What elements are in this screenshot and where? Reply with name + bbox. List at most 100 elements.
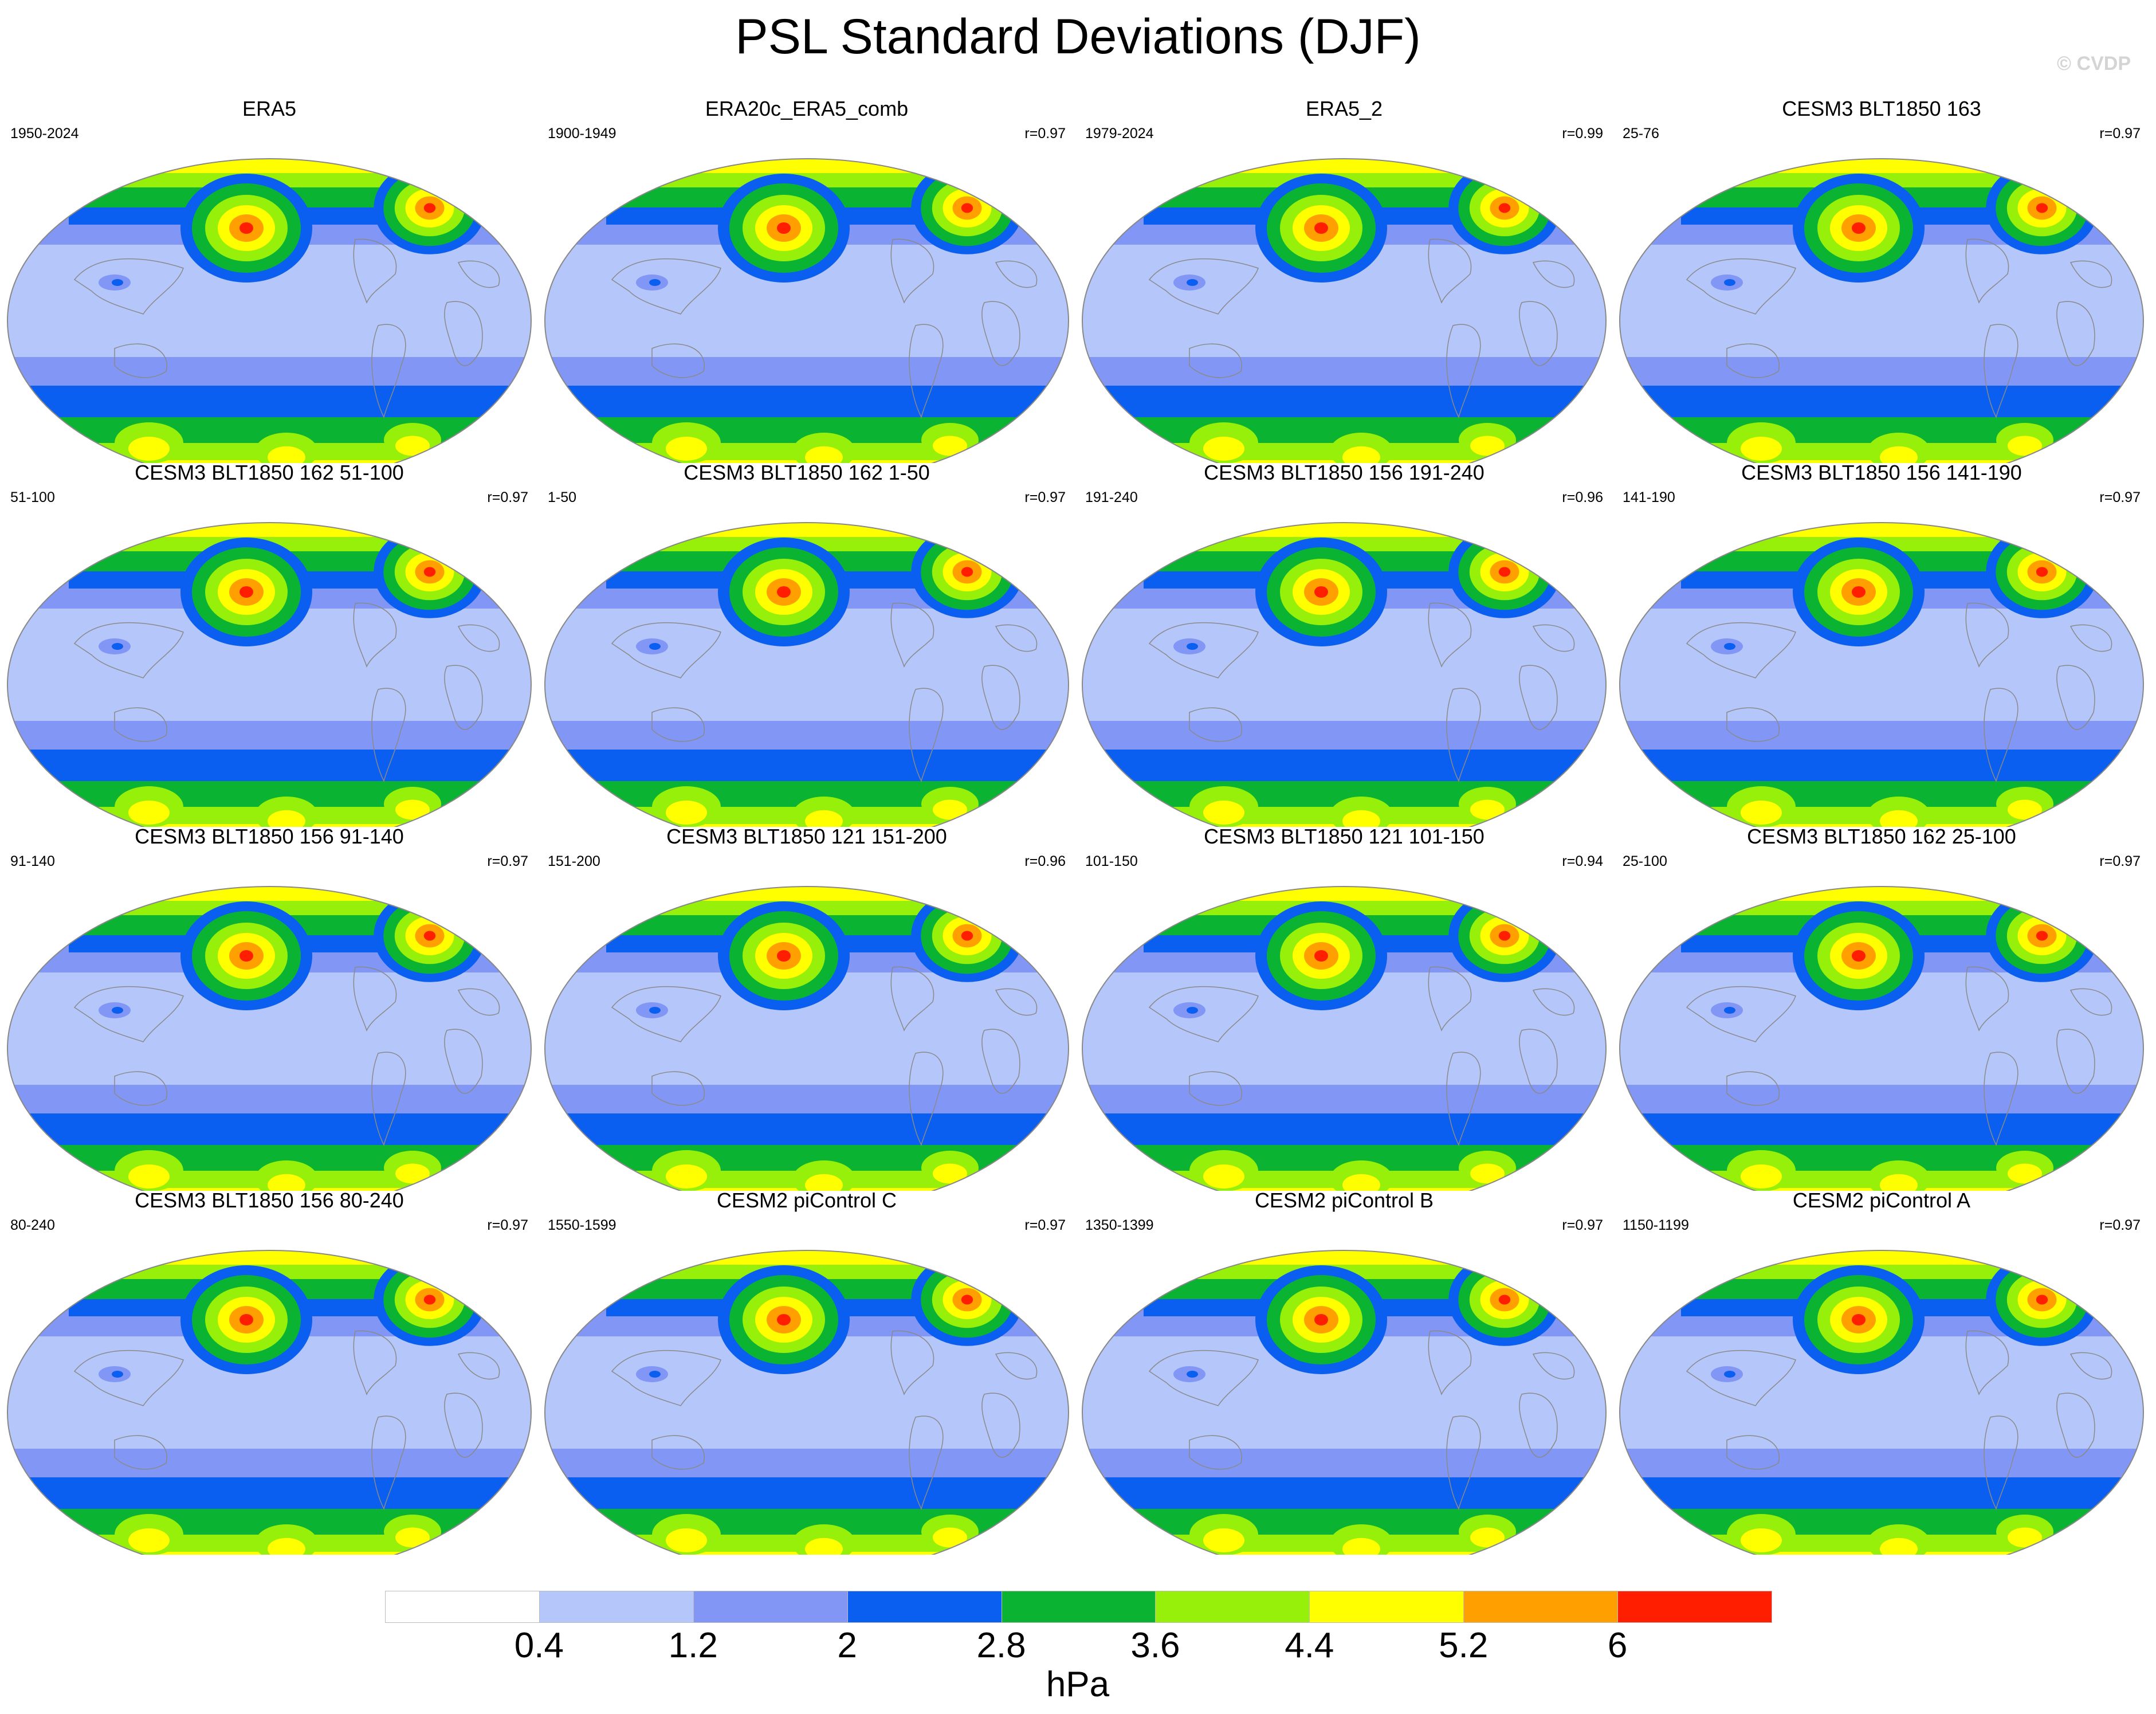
map-panel: ERA5_2 1979-2024 r=0.99 xyxy=(1075,96,1613,463)
colorbar-bin xyxy=(385,1591,540,1623)
psl-std-map xyxy=(1082,158,1607,463)
map-panel: CESM3 BLT1850 156 141-190 141-190 r=0.97 xyxy=(1612,460,2151,827)
panel-year-range: 101-150 xyxy=(1085,853,1138,869)
panel-year-range: 1150-1199 xyxy=(1623,1217,1689,1233)
colorbar-units: hPa xyxy=(1046,1665,1110,1704)
psl-std-map xyxy=(7,886,532,1191)
colorbar-tick-label: 4.4 xyxy=(1285,1626,1334,1665)
panel-title: CESM3 BLT1850 156 191-240 xyxy=(1204,461,1485,484)
contour-field xyxy=(1082,1250,1606,1555)
map-panel: ERA20c_ERA5_comb 1900-1949 r=0.97 xyxy=(537,96,1076,463)
panel-year-range: 151-200 xyxy=(548,853,600,869)
colorbar-tick-label: 2 xyxy=(837,1626,857,1665)
panel-pattern-correlation: r=0.97 xyxy=(1024,125,1066,142)
colorbar xyxy=(385,1591,1772,1623)
panel-title: CESM3 BLT1850 163 xyxy=(1782,97,1981,120)
psl-std-map xyxy=(1082,886,1607,1191)
panel-title: CESM3 BLT1850 156 141-190 xyxy=(1741,461,2022,484)
panel-pattern-correlation: r=0.97 xyxy=(1024,489,1066,505)
contour-field xyxy=(545,887,1069,1191)
panel-year-range: 1-50 xyxy=(548,489,577,505)
psl-std-map xyxy=(7,522,532,827)
panel-pattern-correlation: r=0.97 xyxy=(2099,489,2141,505)
panel-pattern-correlation: r=0.94 xyxy=(1562,853,1603,869)
panel-year-range: 91-140 xyxy=(10,853,55,869)
panel-title: CESM3 BLT1850 156 80-240 xyxy=(135,1189,404,1212)
psl-std-map xyxy=(1082,522,1607,827)
map-panel: CESM3 BLT1850 162 1-50 1-50 r=0.97 xyxy=(537,460,1076,827)
psl-std-map xyxy=(544,886,1069,1191)
panel-pattern-correlation: r=0.96 xyxy=(1024,853,1066,869)
contour-field xyxy=(1620,1250,2143,1555)
psl-std-map xyxy=(1619,1250,2144,1555)
contour-field xyxy=(7,1250,531,1555)
colorbar-tick-label: 5.2 xyxy=(1439,1626,1489,1665)
panel-year-range: 1550-1599 xyxy=(548,1217,616,1233)
contour-field xyxy=(1082,523,1606,827)
panel-year-range: 1350-1399 xyxy=(1085,1217,1154,1233)
panel-year-range: 80-240 xyxy=(10,1217,55,1233)
panel-title: ERA5_2 xyxy=(1305,97,1383,120)
map-panel: ERA5 1950-2024 xyxy=(0,96,539,463)
panel-pattern-correlation: r=0.97 xyxy=(487,853,528,869)
contour-field xyxy=(545,1250,1069,1555)
map-panel: CESM2 piControl B 1350-1399 r=0.97 xyxy=(1075,1188,1613,1555)
colorbar-tick-label: 1.2 xyxy=(668,1626,718,1665)
panel-year-range: 141-190 xyxy=(1623,489,1675,505)
panel-pattern-correlation: r=0.99 xyxy=(1562,125,1603,142)
contour-field xyxy=(7,887,531,1191)
panel-title: ERA20c_ERA5_comb xyxy=(705,97,909,120)
contour-field xyxy=(1082,159,1606,463)
map-panel: CESM3 BLT1850 162 25-100 25-100 r=0.97 xyxy=(1612,824,2151,1191)
contour-field xyxy=(7,523,531,827)
panel-title: CESM3 BLT1850 156 91-140 xyxy=(135,825,404,848)
psl-std-map xyxy=(1082,1250,1607,1555)
psl-std-map xyxy=(544,158,1069,463)
colorbar-bin xyxy=(1309,1591,1464,1623)
panel-title: CESM3 BLT1850 162 25-100 xyxy=(1747,825,2016,848)
contour-field xyxy=(545,523,1069,827)
cvdp-watermark: © CVDP xyxy=(2057,53,2131,74)
contour-field xyxy=(1620,887,2143,1191)
psl-std-map xyxy=(7,1250,532,1555)
colorbar-bin xyxy=(539,1591,694,1623)
map-panel: CESM3 BLT1850 121 101-150 101-150 r=0.94 xyxy=(1075,824,1613,1191)
psl-std-map xyxy=(544,522,1069,827)
map-panel: CESM3 BLT1850 121 151-200 151-200 r=0.96 xyxy=(537,824,1076,1191)
map-panel: CESM3 BLT1850 163 25-76 r=0.97 xyxy=(1612,96,2151,463)
panel-title: ERA5 xyxy=(242,97,297,120)
colorbar-bin xyxy=(1463,1591,1619,1623)
map-panel: CESM2 piControl A 1150-1199 r=0.97 xyxy=(1612,1188,2151,1555)
colorbar-bin xyxy=(1155,1591,1310,1623)
contour-field xyxy=(545,159,1069,463)
panel-title: CESM2 piControl A xyxy=(1792,1189,1971,1212)
panel-title: CESM3 BLT1850 162 51-100 xyxy=(135,461,404,484)
panel-pattern-correlation: r=0.96 xyxy=(1562,489,1603,505)
panel-pattern-correlation: r=0.97 xyxy=(2099,1217,2141,1233)
colorbar-tick-label: 3.6 xyxy=(1130,1626,1180,1665)
psl-std-map xyxy=(1619,886,2144,1191)
colorbar-tick-label: 2.8 xyxy=(976,1626,1026,1665)
colorbar-tick-label: 0.4 xyxy=(514,1626,564,1665)
psl-std-map xyxy=(7,158,532,463)
contour-field xyxy=(1620,159,2143,463)
colorbar-bin xyxy=(1617,1591,1772,1623)
psl-std-map xyxy=(1619,158,2144,463)
panel-year-range: 1950-2024 xyxy=(10,125,79,142)
panel-title: CESM3 BLT1850 162 1-50 xyxy=(684,461,930,484)
map-panel: CESM3 BLT1850 156 80-240 80-240 r=0.97 xyxy=(0,1188,539,1555)
psl-std-map xyxy=(544,1250,1069,1555)
panel-pattern-correlation: r=0.97 xyxy=(1562,1217,1603,1233)
panel-year-range: 25-100 xyxy=(1623,853,1667,869)
panel-year-range: 1979-2024 xyxy=(1085,125,1154,142)
map-panel: CESM3 BLT1850 156 91-140 91-140 r=0.97 xyxy=(0,824,539,1191)
panel-title: CESM2 piControl C xyxy=(716,1189,897,1212)
panel-title: CESM3 BLT1850 121 151-200 xyxy=(666,825,947,848)
panel-pattern-correlation: r=0.97 xyxy=(1024,1217,1066,1233)
map-panel: CESM3 BLT1850 162 51-100 51-100 r=0.97 xyxy=(0,460,539,827)
colorbar-bin xyxy=(1001,1591,1156,1623)
panel-year-range: 25-76 xyxy=(1623,125,1659,142)
map-panel: CESM2 piControl C 1550-1599 r=0.97 xyxy=(537,1188,1076,1555)
panel-pattern-correlation: r=0.97 xyxy=(2099,125,2141,142)
panel-title: CESM3 BLT1850 121 101-150 xyxy=(1204,825,1485,848)
